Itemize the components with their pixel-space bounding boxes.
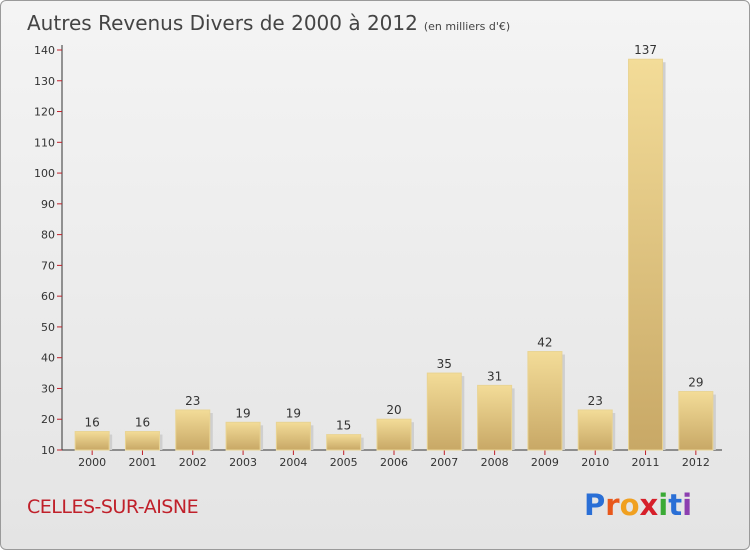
x-tick-label: 2005 [330, 456, 358, 469]
data-label: 15 [336, 419, 351, 433]
y-tick-label: 40 [41, 352, 55, 365]
data-label: 31 [487, 369, 502, 383]
data-label: 29 [688, 376, 703, 390]
x-tick-label: 2011 [632, 456, 660, 469]
data-label: 23 [588, 394, 603, 408]
data-label: 20 [386, 403, 401, 417]
chart-title-text: Autres Revenus Divers de 2000 à 2012 [27, 11, 418, 35]
x-tick-label: 2004 [279, 456, 307, 469]
y-tick-label: 20 [41, 413, 55, 426]
data-label: 19 [235, 406, 250, 420]
bar-2008 [477, 384, 513, 451]
logo-letter: P [584, 488, 606, 522]
y-tick-label: 30 [41, 382, 55, 395]
logo-letter: t [668, 488, 683, 522]
y-tick-label: 100 [34, 167, 55, 180]
data-label: 35 [437, 357, 452, 371]
y-tick-label: 90 [41, 198, 55, 211]
y-tick-label: 60 [41, 290, 55, 303]
y-tick-label: 50 [41, 321, 55, 334]
x-tick-label: 2012 [682, 456, 710, 469]
logo-letter: i [658, 488, 669, 522]
data-label: 16 [85, 416, 100, 430]
bar-2005 [326, 434, 362, 451]
data-label: 19 [286, 406, 301, 420]
bar-2010 [577, 409, 613, 451]
data-label: 137 [634, 43, 657, 57]
x-tick-label: 2001 [128, 456, 156, 469]
bar-2002 [175, 409, 211, 451]
proxiti-logo: Proxiti [584, 488, 692, 522]
chart-bars: 16 16 23 19 19 15 20 35 31 42 23 137 29 [74, 43, 716, 451]
x-tick-label: 2002 [179, 456, 207, 469]
y-tick-label: 10 [41, 444, 55, 457]
logo-letter: x [639, 488, 659, 522]
x-tick-label: 2003 [229, 456, 257, 469]
x-tick-label: 2009 [531, 456, 559, 469]
x-tick-label: 2000 [78, 456, 106, 469]
data-label: 16 [135, 416, 150, 430]
y-tick-label: 110 [34, 136, 55, 149]
bar-2007 [426, 372, 462, 451]
x-tick-label: 2008 [481, 456, 509, 469]
logo-letter: i [682, 488, 693, 522]
bar-2001 [124, 431, 160, 451]
chart-subtitle: (en milliers d'€) [423, 20, 511, 33]
y-tick-label: 140 [34, 44, 55, 57]
bar-2009 [527, 351, 563, 451]
x-tick-label: 2006 [380, 456, 408, 469]
data-label: 23 [185, 394, 200, 408]
x-tick-label: 2010 [581, 456, 609, 469]
bar-2000 [74, 431, 110, 451]
data-label: 42 [537, 336, 552, 350]
bar-2012 [678, 391, 714, 451]
bar-2006 [376, 418, 412, 451]
chart-axes: 10 20 30 40 50 60 70 80 90 100 110 120 130 140 2000 200… [34, 44, 722, 469]
y-tick-label: 120 [34, 106, 55, 119]
chart-title: Autres Revenus Divers de 2000 à 2012 (en … [27, 11, 510, 35]
x-tick-label: 2007 [430, 456, 458, 469]
logo-letter: r [605, 488, 620, 522]
commune-name: CELLES-SUR-AISNE [27, 496, 199, 518]
logo-letter: o [619, 488, 640, 522]
y-tick-label: 70 [41, 259, 55, 272]
bar-2011 [628, 58, 664, 451]
bar-2003 [225, 421, 261, 451]
y-tick-label: 130 [34, 75, 55, 88]
bar-2004 [275, 421, 311, 451]
y-tick-label: 80 [41, 229, 55, 242]
